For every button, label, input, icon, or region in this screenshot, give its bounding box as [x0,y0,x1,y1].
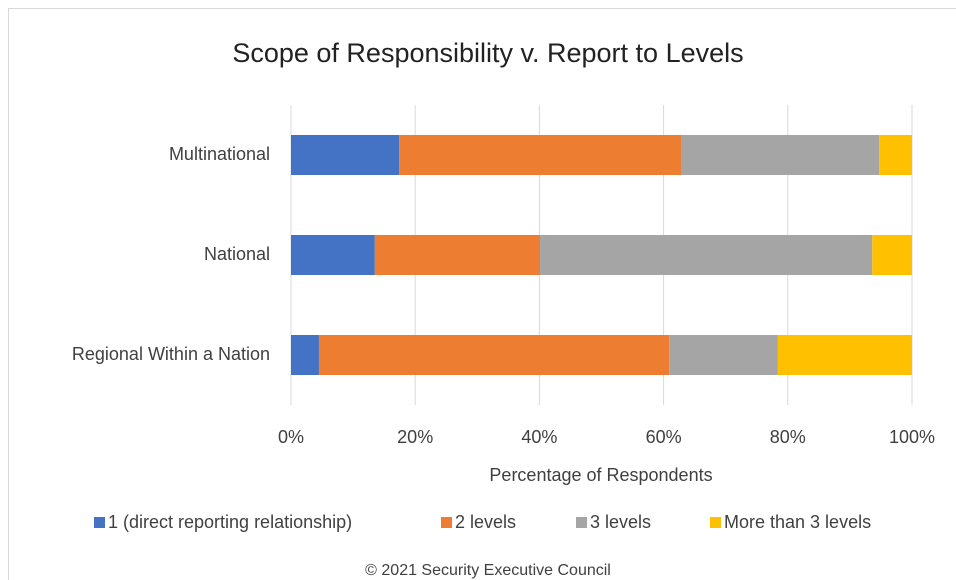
y-tick-label: National [204,244,270,264]
footer: © 2021 Security Executive Council [365,562,611,579]
legend-swatch [710,517,721,528]
y-tick-label: Multinational [169,144,270,164]
y-tick-label: Regional Within a Nation [72,344,270,364]
bar-segment [291,135,400,175]
x-tick-label: 60% [646,427,682,447]
bar-segment [318,335,670,375]
chart-title: Scope of Responsibility v. Report to Lev… [232,38,743,68]
x-tick-label: 20% [397,427,433,447]
x-tick-label: 100% [889,427,935,447]
legend-label: 2 levels [455,512,516,532]
bar-segment [879,135,912,175]
x-tick-label: 40% [521,427,557,447]
legend-swatch [576,517,587,528]
bar-segment [291,235,375,275]
legend-label: 1 (direct reporting relationship) [108,512,352,532]
bar-segment [291,335,319,375]
bar-segment [540,235,873,275]
x-axis-label: Percentage of Respondents [489,465,712,485]
legend-label: More than 3 levels [724,512,871,532]
legend-label: 3 levels [590,512,651,532]
bar-segment [399,135,681,175]
bar-segment [680,135,880,175]
bar-segment [374,235,541,275]
legend-swatch [441,517,452,528]
bar-segment [777,335,912,375]
legend-swatch [94,517,105,528]
x-tick-label: 80% [770,427,806,447]
bar-segment [872,235,912,275]
bar-segment [669,335,778,375]
chart-border [8,8,956,580]
x-tick-label: 0% [278,427,304,447]
